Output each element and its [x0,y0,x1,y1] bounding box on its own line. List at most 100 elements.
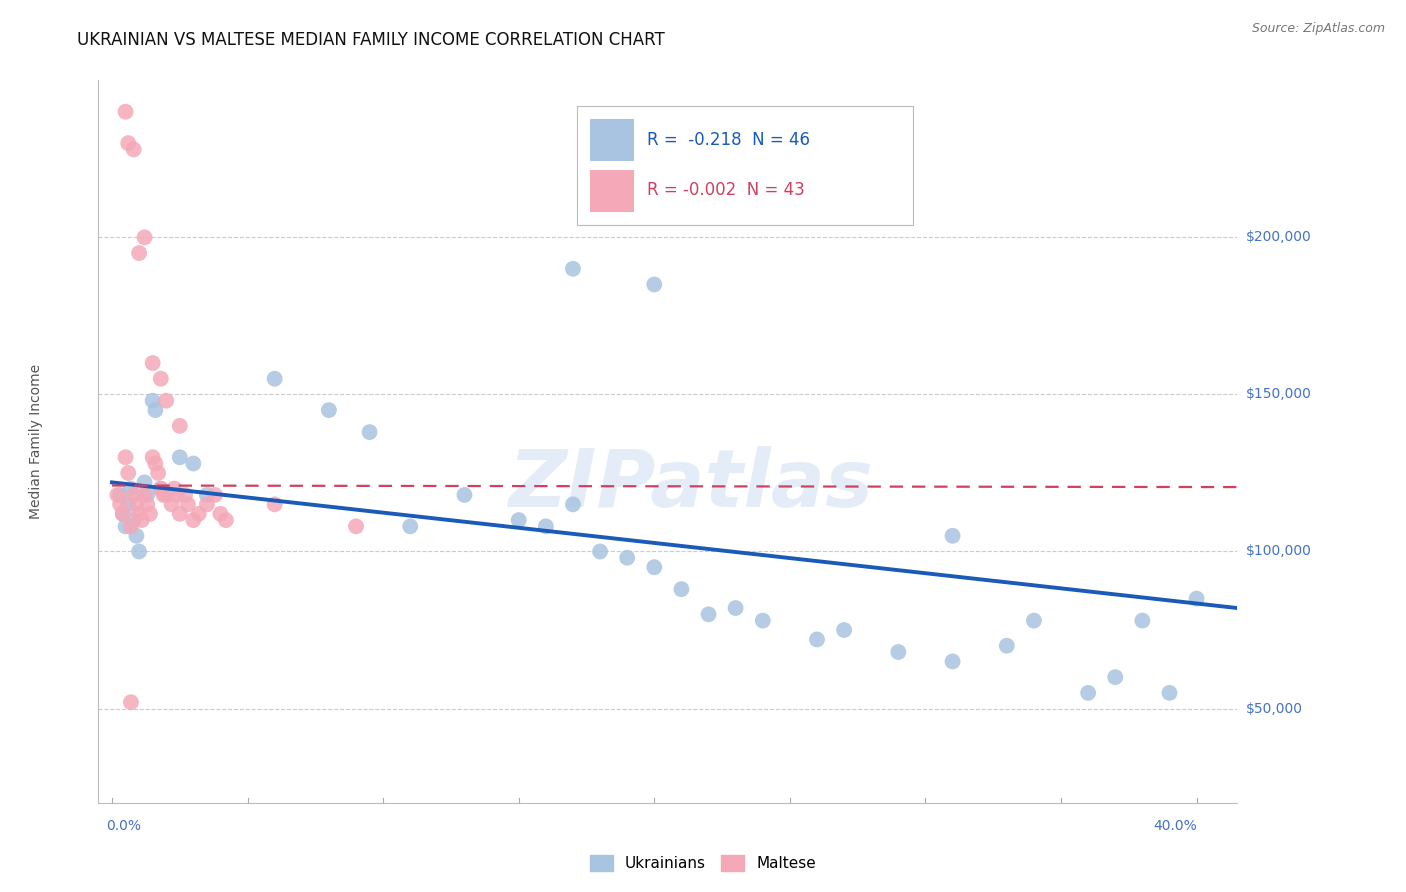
Point [169,418,191,433]
Point [1185,591,1208,606]
Point [155,488,177,502]
Point [145,403,167,417]
Point [177,497,200,511]
Point [616,550,638,565]
Point [131,513,153,527]
Point [195,497,218,511]
Text: R = -0.002  N = 43: R = -0.002 N = 43 [647,181,806,199]
Point [942,655,965,669]
Point [215,513,238,527]
Point [155,393,177,408]
Point [142,393,165,408]
Point [128,246,150,260]
Point [204,488,226,502]
Point [806,632,828,647]
Text: 0.0%: 0.0% [107,819,142,832]
Point [134,488,156,502]
Point [724,601,747,615]
Text: $100,000: $100,000 [1246,544,1312,558]
Point [643,560,665,574]
Point [359,425,381,439]
Point [142,450,165,465]
Point [562,497,585,511]
Text: UKRAINIAN VS MALTESE MEDIAN FAMILY INCOME CORRELATION CHART: UKRAINIAN VS MALTESE MEDIAN FAMILY INCOM… [77,31,665,49]
Point [125,497,148,511]
Point [344,519,367,533]
FancyBboxPatch shape [591,169,634,211]
Point [209,507,232,521]
Point [508,513,530,527]
Point [995,639,1018,653]
Point [117,466,139,480]
Point [589,544,612,558]
Point [120,482,142,496]
Point [832,623,855,637]
Point [1132,614,1154,628]
Point [399,519,422,533]
Text: Source: ZipAtlas.com: Source: ZipAtlas.com [1251,22,1385,36]
Point [174,488,197,502]
Point [697,607,720,622]
Point [643,277,665,292]
Point [111,507,134,521]
Point [152,488,174,502]
Point [942,529,965,543]
Text: Median Family Income: Median Family Income [28,364,42,519]
FancyBboxPatch shape [591,120,634,161]
Point [128,507,150,521]
Point [122,513,145,527]
Point [183,457,205,471]
Point [136,488,159,502]
Point [122,142,145,156]
Point [149,372,172,386]
Text: R =  -0.218  N = 46: R = -0.218 N = 46 [647,130,810,149]
Point [752,614,775,628]
Point [169,450,191,465]
Point [163,482,186,496]
Point [155,488,177,502]
Point [1022,614,1045,628]
Point [887,645,910,659]
FancyBboxPatch shape [576,105,912,225]
Point [1077,686,1099,700]
Point [136,497,159,511]
Point [166,488,188,502]
Point [671,582,693,597]
Point [134,230,156,244]
Point [139,507,162,521]
Point [183,513,205,527]
Point [195,488,218,502]
Text: $150,000: $150,000 [1246,387,1312,401]
Point [149,482,172,496]
Point [114,519,136,533]
Point [263,372,285,386]
Point [117,136,139,150]
Point [120,695,142,709]
Point [146,466,169,480]
Text: 40.0%: 40.0% [1153,819,1197,832]
Point [149,482,172,496]
Legend: Ukrainians, Maltese: Ukrainians, Maltese [583,849,823,877]
Point [108,488,131,502]
Point [453,488,475,502]
Point [169,507,191,521]
Point [1159,686,1181,700]
Point [111,507,134,521]
Point [562,261,585,276]
Point [318,403,340,417]
Point [114,104,136,119]
Point [160,497,183,511]
Point [187,507,209,521]
Point [1104,670,1126,684]
Point [134,475,156,490]
Point [128,544,150,558]
Point [122,488,145,502]
Point [114,450,136,465]
Point [120,519,142,533]
Point [534,519,557,533]
Point [107,488,129,502]
Point [142,356,165,370]
Point [145,457,167,471]
Point [117,497,139,511]
Point [263,497,285,511]
